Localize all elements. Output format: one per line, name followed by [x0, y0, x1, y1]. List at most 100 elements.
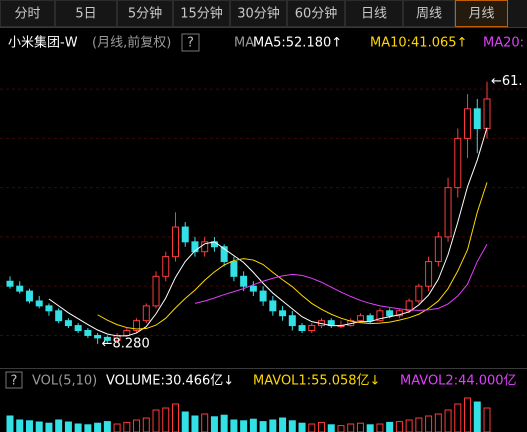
candle-body: [483, 98, 491, 130]
volume-bar: [230, 419, 238, 432]
volume-bar: [220, 414, 228, 432]
volume-bar: [454, 403, 462, 432]
volume-bar: [201, 413, 209, 432]
volume-bar: [55, 419, 63, 432]
tab-label[interactable]: 周线: [416, 7, 442, 22]
volume-bar: [16, 419, 24, 432]
candle-body: [220, 246, 228, 263]
volume-bar: [415, 417, 423, 432]
candle-body: [35, 300, 43, 307]
candle-body: [259, 290, 267, 302]
ma-readout: MA20:: [483, 36, 524, 51]
candle-body: [94, 334, 102, 339]
high-label: ←61.: [491, 74, 523, 89]
candle-body: [269, 300, 277, 312]
volume-bar: [269, 419, 277, 432]
volume-bar: [318, 421, 326, 432]
volume-bar: [162, 407, 170, 432]
candle-body: [444, 187, 452, 238]
volume-bar: [74, 423, 82, 432]
volume-bar: [279, 417, 287, 432]
tab-label[interactable]: 15分钟: [180, 6, 223, 22]
ma-label: MA: [234, 36, 254, 51]
candle-body: [142, 305, 150, 322]
candle-body: [133, 320, 141, 332]
candle-body: [454, 137, 462, 189]
volume-bar: [240, 420, 248, 432]
stock-name: 小米集团-W: [8, 35, 78, 51]
tab-label[interactable]: 5分钟: [128, 6, 162, 22]
candle-body: [405, 300, 413, 312]
volume-bar: [210, 416, 218, 432]
volume-bar: [35, 421, 43, 432]
candle-body: [464, 108, 472, 139]
volume-bar: [347, 423, 355, 432]
candle-body: [45, 305, 53, 312]
volume-bar: [123, 421, 131, 432]
volume-bar: [386, 421, 394, 432]
tab[interactable]: [403, 0, 455, 27]
candle-body: [123, 330, 131, 336]
volume-bar: [425, 415, 433, 432]
candle-body: [298, 325, 306, 332]
tab-label[interactable]: 5日: [75, 7, 96, 22]
volume-bar: [376, 423, 384, 432]
tab-label[interactable]: 月线: [468, 7, 494, 22]
tab-label[interactable]: 30分钟: [237, 6, 280, 22]
help-icon[interactable]: ?: [11, 374, 18, 389]
candle-body: [386, 310, 394, 317]
candle-body: [279, 310, 287, 317]
volume-bar: [464, 397, 472, 432]
tab-label[interactable]: 60分钟: [295, 6, 338, 22]
tab-label[interactable]: 日线: [361, 7, 387, 22]
volume-bar: [356, 422, 364, 432]
tab[interactable]: [345, 0, 403, 27]
help-box[interactable]: [5, 371, 23, 389]
ma-readout: MA5:52.180↑: [253, 36, 342, 51]
ma-line: [97, 182, 488, 330]
volume-readout: VOLUME:30.466亿↓: [106, 374, 234, 389]
volume-bar: [64, 421, 72, 432]
tab[interactable]: [287, 0, 345, 27]
candle-body: [64, 320, 72, 327]
candle-body: [201, 241, 209, 253]
candle-body: [84, 330, 92, 336]
volume-bar: [133, 419, 141, 432]
candle-body: [376, 310, 384, 322]
candle-body: [191, 241, 199, 253]
candle-body: [249, 285, 257, 292]
candle-body: [162, 256, 170, 277]
tab[interactable]: [173, 0, 230, 27]
volume-readout: MAVOL2:44.000亿: [400, 374, 517, 389]
help-box[interactable]: [181, 33, 200, 52]
volume-bar: [191, 415, 199, 432]
volume-bar: [181, 411, 189, 432]
volume-bar: [288, 420, 296, 432]
volume-readout: MAVOL1:55.058亿↓: [253, 374, 380, 389]
tab[interactable]: [230, 0, 287, 27]
volume-bar: [395, 421, 403, 432]
volume-bar: [259, 421, 267, 432]
volume-bar: [84, 424, 92, 432]
candle-body: [55, 310, 63, 322]
tab[interactable]: [55, 0, 117, 27]
candle-body: [16, 285, 24, 292]
volume-bar: [45, 422, 53, 432]
low-label: ←8.280: [102, 336, 150, 351]
volume-bar: [308, 423, 316, 432]
volume-bar: [152, 409, 160, 432]
volume-bar: [171, 403, 179, 432]
candle-body: [473, 108, 481, 130]
tab-label[interactable]: 分时: [14, 7, 40, 22]
candle-body: [434, 236, 442, 263]
candle-body: [103, 336, 111, 341]
tab[interactable]: [117, 0, 173, 27]
volume-bar: [337, 425, 345, 432]
help-icon[interactable]: ?: [187, 36, 194, 51]
candle-body: [415, 285, 423, 302]
tab[interactable]: [0, 0, 55, 27]
tab[interactable]: [455, 0, 508, 27]
ma-line: [194, 244, 488, 311]
